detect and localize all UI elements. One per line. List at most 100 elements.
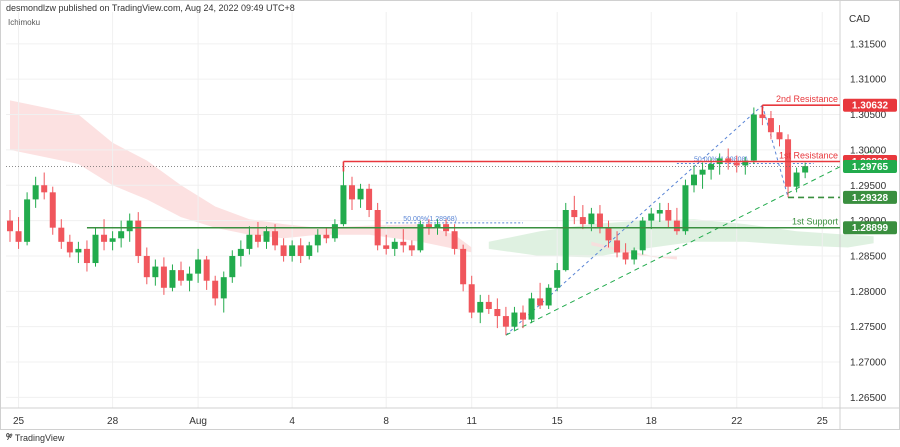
candle-body [485, 301, 492, 309]
candle-body [126, 220, 133, 232]
candle-body [759, 114, 766, 119]
candle-body [425, 224, 432, 228]
candle-body [212, 280, 219, 299]
candle-body [639, 220, 646, 251]
candle-body [614, 240, 621, 253]
candle-body [254, 234, 261, 242]
price-badge [843, 160, 897, 174]
candle-body [776, 132, 783, 140]
candle-body [58, 227, 65, 242]
candle-body [263, 231, 270, 242]
price-badge-text: 1.30632 [852, 101, 889, 112]
candle-body [349, 185, 355, 200]
candle-body [195, 259, 202, 274]
candle-body [511, 312, 518, 327]
candle-body [203, 259, 210, 281]
x-tick-label: 11 [467, 416, 478, 427]
brand-name: TradingView [14, 432, 65, 443]
price-badge-text: 1.29765 [852, 162, 889, 173]
currency-label: CAD [849, 14, 871, 25]
price-badge [843, 221, 897, 235]
candle-body [417, 224, 424, 251]
candle-body [733, 162, 740, 166]
candle-body [32, 185, 39, 200]
candle-body [15, 231, 22, 242]
candle-body [725, 158, 732, 163]
y-tick-label: 1.31000 [850, 75, 887, 86]
level-name-label: 2nd Resistance [776, 94, 838, 104]
x-tick-label: 15 [552, 416, 564, 427]
candle-body [400, 241, 407, 246]
candle-body [383, 245, 390, 249]
candle-body [665, 210, 672, 221]
candle-body [246, 234, 253, 249]
candle-body [169, 270, 176, 288]
candle-body [631, 250, 638, 260]
candle-body [477, 301, 484, 313]
candle-body [742, 160, 749, 166]
x-tick-label: 4 [289, 416, 295, 427]
candle-body [152, 266, 159, 278]
x-tick-label: 18 [646, 416, 658, 427]
chart-grid [0, 0, 900, 430]
candle-body [178, 270, 184, 281]
candle-body [682, 185, 689, 232]
cloud-bullish [488, 219, 874, 258]
candle-body [101, 234, 108, 242]
candle-body [331, 224, 338, 239]
indicator-label[interactable]: Ichimoku [8, 18, 41, 27]
candle-body [391, 241, 398, 249]
x-tick-label: 28 [107, 416, 119, 427]
candle-body [434, 224, 441, 228]
candle-body [83, 248, 90, 264]
fib-zigzag-line [761, 105, 789, 198]
candle-body [691, 174, 697, 186]
y-tick-label: 1.27500 [850, 322, 887, 333]
candle-body [109, 238, 116, 242]
candle-body [802, 166, 809, 173]
candle-body [75, 248, 82, 253]
candle-body [408, 245, 415, 251]
x-tick-label: 25 [817, 416, 829, 427]
candle-body [554, 270, 561, 288]
candle-body [571, 210, 578, 218]
x-tick-label: Aug [189, 416, 207, 427]
candle-body [460, 248, 467, 285]
candle-body [92, 234, 99, 264]
candle-body [622, 252, 629, 260]
candle-body [502, 316, 509, 327]
candle-body [545, 287, 552, 306]
candle-body [357, 188, 364, 200]
x-tick-label: 22 [731, 416, 743, 427]
candle-body [537, 298, 544, 306]
candle-body [793, 172, 800, 187]
candle-body [588, 213, 595, 225]
candle-body [220, 277, 227, 299]
cloud-bearish [10, 100, 472, 253]
publisher-header: desmondlzw published on TradingView.com,… [6, 3, 295, 13]
candle-body [340, 185, 347, 225]
candle-body [118, 231, 125, 239]
candle-body [229, 255, 236, 278]
fib-label: 50.00%(1.28968) [403, 216, 457, 223]
candle-body [306, 245, 313, 256]
candle-body [24, 199, 31, 242]
candle-body [605, 227, 612, 241]
candle-body [785, 139, 792, 187]
candle-body [66, 241, 73, 253]
candle-body [49, 192, 56, 228]
y-tick-label: 1.30500 [850, 110, 887, 121]
candle-body [451, 231, 458, 249]
candle-body [468, 284, 475, 313]
y-tick-label: 1.26500 [850, 393, 887, 404]
y-tick-label: 1.30000 [850, 145, 887, 156]
candle-body [237, 248, 244, 256]
ichimoku-cloud [10, 100, 874, 260]
candle-body [289, 245, 296, 256]
candle-body [648, 213, 655, 221]
price-badge [843, 190, 897, 204]
candle-body [323, 234, 330, 239]
candle-body [673, 220, 680, 232]
level-name-label: 1st Resistance [779, 150, 838, 160]
